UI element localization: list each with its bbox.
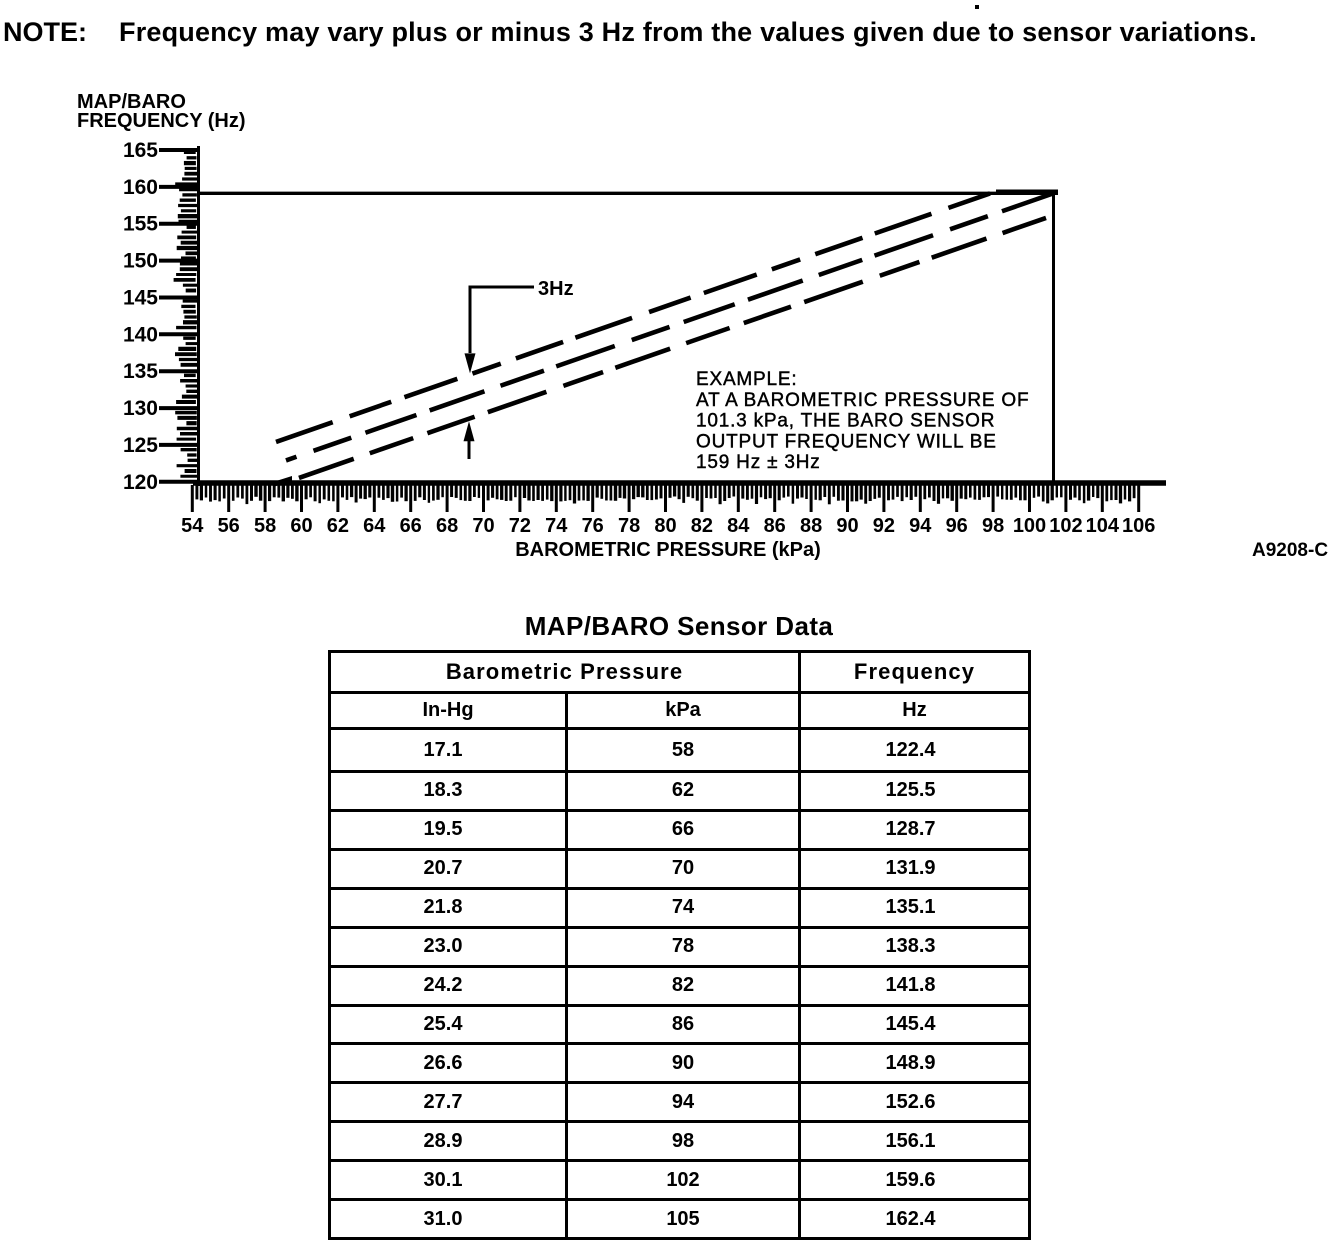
svg-text:160: 160 bbox=[123, 176, 158, 199]
svg-text:54: 54 bbox=[181, 515, 204, 537]
svg-text:101.3 kPa, THE BARO SENSOR: 101.3 kPa, THE BARO SENSOR bbox=[696, 411, 995, 432]
svg-text:EXAMPLE:: EXAMPLE: bbox=[696, 369, 797, 390]
svg-text:66: 66 bbox=[400, 515, 422, 537]
svg-text:120: 120 bbox=[123, 471, 158, 494]
svg-text:62: 62 bbox=[327, 515, 349, 537]
svg-text:72: 72 bbox=[509, 515, 531, 537]
svg-text:80: 80 bbox=[654, 515, 676, 537]
svg-text:68: 68 bbox=[436, 515, 458, 537]
svg-text:56: 56 bbox=[218, 515, 240, 537]
svg-text:102: 102 bbox=[1049, 515, 1082, 537]
svg-text:145: 145 bbox=[123, 286, 158, 309]
svg-text:90: 90 bbox=[836, 515, 858, 537]
svg-text:A9208-C: A9208-C bbox=[1252, 540, 1328, 561]
svg-text:OUTPUT FREQUENCY WILL BE: OUTPUT FREQUENCY WILL BE bbox=[696, 431, 997, 452]
svg-text:165: 165 bbox=[123, 139, 158, 162]
svg-text:74: 74 bbox=[545, 515, 568, 537]
svg-text:76: 76 bbox=[582, 515, 604, 537]
svg-text:125: 125 bbox=[123, 434, 158, 457]
svg-text:100: 100 bbox=[1013, 515, 1046, 537]
svg-text:92: 92 bbox=[873, 515, 895, 537]
svg-text:MAP/BARO: MAP/BARO bbox=[77, 91, 186, 113]
svg-text:70: 70 bbox=[472, 515, 494, 537]
svg-text:94: 94 bbox=[909, 515, 932, 537]
svg-text:140: 140 bbox=[123, 323, 158, 346]
svg-text:78: 78 bbox=[618, 515, 640, 537]
svg-text:64: 64 bbox=[363, 515, 386, 537]
svg-text:86: 86 bbox=[764, 515, 786, 537]
svg-text:135: 135 bbox=[123, 360, 158, 383]
svg-text:3Hz: 3Hz bbox=[538, 278, 574, 300]
svg-text:82: 82 bbox=[691, 515, 713, 537]
svg-text:60: 60 bbox=[290, 515, 312, 537]
svg-text:84: 84 bbox=[727, 515, 750, 537]
svg-text:FREQUENCY (Hz): FREQUENCY (Hz) bbox=[77, 110, 246, 132]
svg-text:155: 155 bbox=[123, 213, 158, 236]
svg-text:96: 96 bbox=[946, 515, 968, 537]
svg-text:106: 106 bbox=[1122, 515, 1155, 537]
svg-text:88: 88 bbox=[800, 515, 822, 537]
svg-text:104: 104 bbox=[1086, 515, 1120, 537]
svg-text:BAROMETRIC PRESSURE (kPa): BAROMETRIC PRESSURE (kPa) bbox=[515, 539, 821, 561]
svg-text:AT A BAROMETRIC PRESSURE OF: AT A BAROMETRIC PRESSURE OF bbox=[696, 390, 1029, 411]
svg-text:130: 130 bbox=[123, 397, 158, 420]
svg-text:58: 58 bbox=[254, 515, 276, 537]
svg-text:98: 98 bbox=[982, 515, 1004, 537]
svg-text:150: 150 bbox=[123, 250, 158, 273]
svg-text:159 Hz ± 3Hz: 159 Hz ± 3Hz bbox=[696, 452, 821, 473]
